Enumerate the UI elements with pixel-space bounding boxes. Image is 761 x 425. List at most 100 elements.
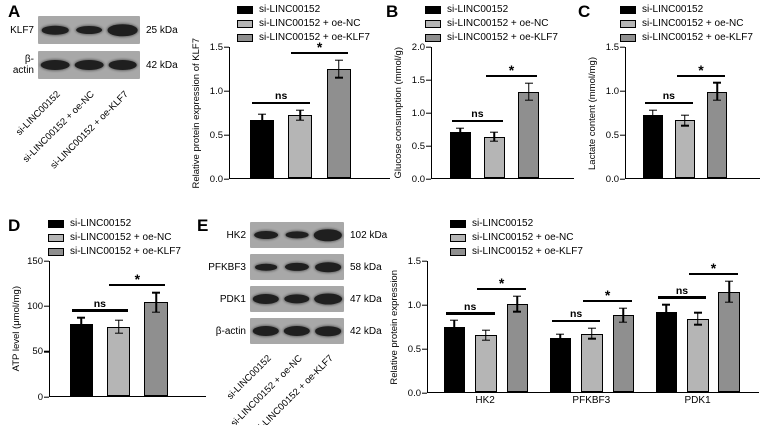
- significance-label: ns: [471, 108, 484, 121]
- protein-band: [108, 60, 137, 70]
- protein-label: HK2: [226, 229, 246, 241]
- y-axis-label: Relative protein expression: [388, 261, 402, 393]
- bar: [718, 291, 740, 392]
- legend-label: si-LINC00152: [259, 4, 321, 15]
- error-bar-cap: [713, 82, 722, 84]
- legend-label: si-LINC00152: [642, 4, 704, 15]
- error-bar-cap: [334, 59, 343, 61]
- y-axis: 0 50 100 150: [24, 256, 49, 401]
- legend-item: si-LINC00152: [620, 5, 760, 15]
- bar: [69, 324, 93, 396]
- x-category-label: PFKBF3: [572, 395, 611, 406]
- error-bar-cap: [524, 82, 533, 84]
- error-bar-cap: [556, 333, 565, 336]
- bar: [549, 337, 572, 392]
- legend-label: si-LINC00152: [472, 218, 534, 229]
- bar: [506, 303, 529, 392]
- blot-strip: [250, 254, 344, 280]
- plot-area: ns *: [431, 47, 574, 179]
- significance-label: *: [508, 62, 515, 79]
- significance-line: [583, 299, 632, 303]
- error-bar-cap: [258, 113, 266, 115]
- error-bar-cap: [693, 311, 702, 314]
- legend-color-swatch: [48, 234, 64, 242]
- protein-band: [252, 294, 280, 304]
- bar: [443, 326, 466, 392]
- error-bar: [516, 295, 519, 312]
- protein-band: [315, 326, 341, 336]
- legend-item: si-LINC00152 + oe-NC: [237, 19, 390, 29]
- legend-label: si-LINC00152 + oe-NC: [259, 18, 361, 29]
- panel-e-western-blot: HK2 102 kDa PFKBF3 58 kDa PDK1 47 kDa β-actin 4…: [200, 222, 440, 425]
- significance-label: ns: [93, 297, 107, 310]
- legend-label: si-LINC00152 + oe-NC: [642, 18, 744, 29]
- y-tick-label: 0.5: [605, 129, 619, 141]
- y-tick-mark: [422, 392, 427, 394]
- error-bar-cap: [450, 331, 459, 334]
- y-tick-mark: [44, 350, 49, 353]
- chart-legend: si-LINC00152 si-LINC00152 + oe-NC si-LINC0…: [388, 217, 759, 261]
- error-bar-cap: [713, 99, 722, 101]
- legend-label: si-LINC00152 + oe-KLF7: [447, 32, 558, 43]
- y-tick-mark: [426, 112, 431, 114]
- bar: [449, 132, 472, 178]
- bar: [674, 120, 695, 178]
- significance-line: [657, 296, 707, 299]
- blot-strip: [250, 286, 344, 312]
- legend-label: si-LINC00152: [70, 218, 132, 229]
- chart-legend: si-LINC00152 si-LINC00152 + oe-NC si-LINC0…: [10, 217, 206, 261]
- plot-area: ns *: [229, 40, 390, 179]
- blot-strip: [38, 51, 140, 79]
- bar: [687, 318, 709, 392]
- error-bar-cap: [619, 307, 628, 309]
- y-tick-mark: [44, 260, 49, 262]
- legend-color-swatch: [620, 20, 636, 28]
- panel-a-western-blot: KLF7 25 kDa β-actin 42 kDa si-LINC00152 si-LI…: [4, 16, 194, 186]
- y-tick-label: 0.5: [407, 343, 421, 355]
- error-bar-cap: [114, 332, 123, 334]
- error-bar: [459, 128, 462, 137]
- protein-band: [255, 263, 277, 271]
- error-bar-cap: [680, 124, 689, 127]
- error-bar-cap: [296, 109, 305, 111]
- legend-item: si-LINC00152 + oe-NC: [425, 19, 574, 29]
- panel-c-bar-chart: si-LINC00152 si-LINC00152 + oe-NC si-LINC0…: [586, 3, 760, 183]
- y-axis-label: ATP level (μmol/mg): [10, 261, 24, 397]
- protein-band: [76, 26, 102, 34]
- legend-label: si-LINC00152 + oe-NC: [447, 18, 549, 29]
- legend-label: si-LINC00152 + oe-NC: [70, 232, 172, 243]
- protein-band: [315, 262, 341, 272]
- error-bar: [684, 115, 686, 126]
- y-tick-mark: [426, 46, 431, 48]
- blot-strip: [250, 318, 344, 344]
- molecular-weight-label: 102 kDa: [350, 229, 388, 241]
- y-axis-label-text: Lactate content (mmol/mg): [587, 56, 599, 170]
- legend-label: si-LINC00152 + oe-NC: [472, 232, 574, 243]
- error-bar: [697, 312, 699, 325]
- significance-line: [445, 312, 495, 315]
- y-axis-label-text: Relative protein expression: [389, 269, 401, 385]
- legend-item: si-LINC00152: [425, 5, 574, 15]
- molecular-weight-label: 47 kDa: [350, 293, 382, 305]
- y-tick-mark: [426, 79, 431, 81]
- significance-label: ns: [275, 90, 288, 102]
- significance-label: *: [604, 287, 611, 304]
- error-bar: [155, 292, 157, 313]
- legend-item: si-LINC00152 + oe-KLF7: [450, 247, 759, 257]
- legend-item: si-LINC00152 + oe-KLF7: [620, 33, 760, 43]
- error-bar-cap: [513, 310, 522, 313]
- molecular-weight-label: 58 kDa: [350, 261, 382, 273]
- y-tick-label: 0.0: [407, 387, 421, 399]
- blot-row: PDK1 47 kDa: [200, 286, 440, 312]
- error-bar: [527, 83, 530, 101]
- error-bar-cap: [648, 119, 657, 122]
- blot-row: β-actin 42 kDa: [200, 318, 440, 344]
- legend-item: si-LINC00152 + oe-NC: [48, 233, 206, 243]
- protein-label: β-actin: [12, 54, 34, 76]
- y-axis: 0.0 0.5 1.0 1.5: [402, 256, 427, 397]
- error-bar: [299, 109, 302, 121]
- error-bar-cap: [619, 321, 628, 323]
- error-bar: [261, 114, 263, 125]
- y-tick-label: 0.5: [209, 129, 223, 141]
- bar: [483, 136, 506, 178]
